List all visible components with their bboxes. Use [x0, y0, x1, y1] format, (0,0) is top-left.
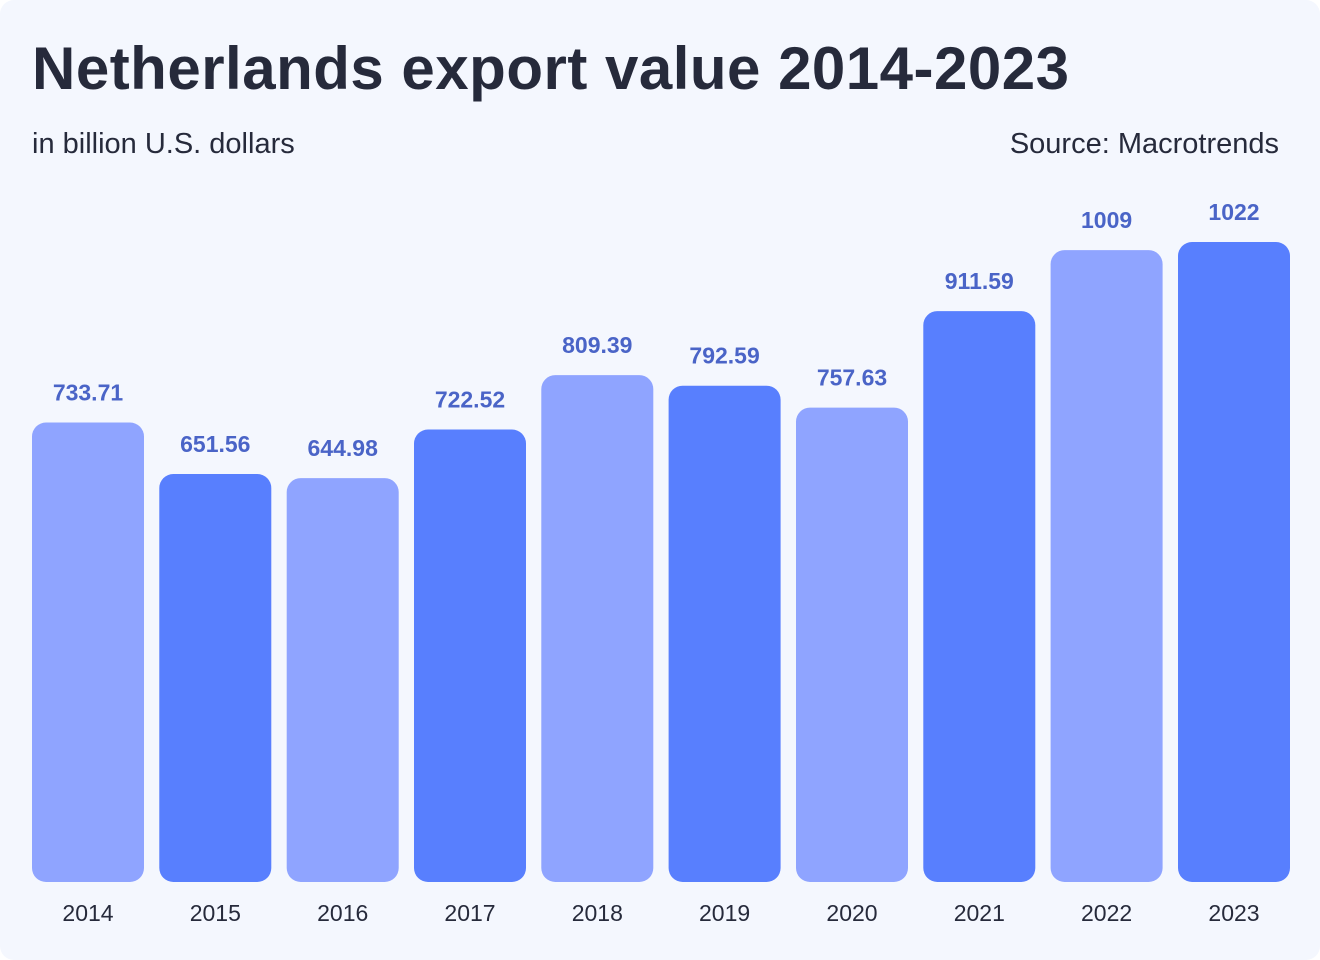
value-label-2022: 1009: [1081, 207, 1132, 233]
value-label-2020: 757.63: [817, 365, 887, 391]
value-label-2016: 644.98: [308, 435, 379, 461]
x-tick-label-2022: 2022: [1081, 900, 1132, 926]
bar-2016: [286, 478, 399, 882]
value-label-2023: 1022: [1208, 199, 1259, 225]
x-tick-label-2019: 2019: [699, 900, 750, 926]
bar-2014: [32, 422, 144, 882]
x-tick-label-2014: 2014: [62, 900, 113, 926]
bar-2018: [541, 375, 654, 882]
value-label-2018: 809.39: [562, 332, 632, 358]
x-tick-label-2018: 2018: [572, 900, 623, 926]
bar-2015: [159, 474, 272, 882]
x-tick-label-2017: 2017: [444, 900, 495, 926]
value-label-2019: 792.59: [689, 343, 759, 369]
x-tick-label-2016: 2016: [317, 900, 368, 926]
value-label-2015: 651.56: [180, 431, 250, 457]
value-label-2014: 733.71: [53, 380, 124, 406]
x-tick-label-2020: 2020: [826, 900, 877, 926]
bar-2021: [923, 311, 1036, 883]
bar-2020: [796, 407, 908, 882]
x-tick-label-2023: 2023: [1208, 900, 1259, 926]
chart-source: Source: Macrotrends: [1009, 128, 1279, 160]
chart-subtitle: in billion U.S. dollars: [32, 128, 295, 160]
bar-2022: [1050, 250, 1163, 883]
value-label-2017: 722.52: [435, 387, 505, 413]
x-tick-label-2015: 2015: [190, 900, 241, 926]
x-tick-label-2021: 2021: [954, 900, 1005, 926]
bar-2017: [414, 429, 526, 882]
chart-title: Netherlands export value 2014-2023: [32, 35, 1070, 102]
value-label-2021: 911.59: [945, 268, 1014, 294]
bar-2019: [668, 385, 781, 882]
bar-2023: [1178, 242, 1290, 882]
